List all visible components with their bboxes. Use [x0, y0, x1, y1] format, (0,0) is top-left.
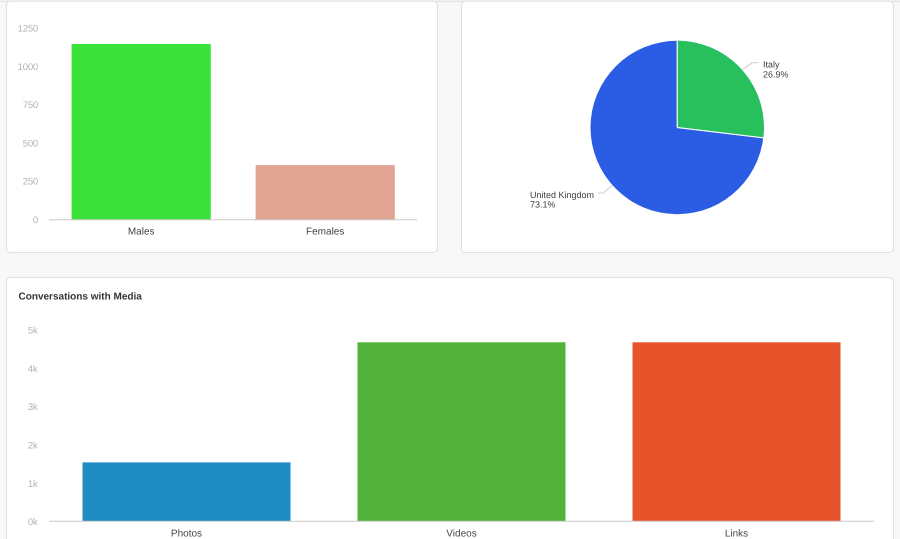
svg-text:5k: 5k	[28, 326, 38, 337]
svg-text:750: 750	[23, 100, 38, 111]
svg-text:Conversations with Media: Conversations with Media	[19, 292, 143, 303]
svg-text:0k: 0k	[28, 517, 38, 528]
svg-text:Links: Links	[725, 528, 748, 539]
svg-text:Males: Males	[128, 227, 155, 238]
svg-text:0: 0	[33, 215, 38, 226]
svg-text:250: 250	[23, 177, 38, 188]
svg-text:Italy: Italy	[763, 60, 780, 70]
svg-text:4k: 4k	[28, 364, 38, 375]
svg-text:Videos: Videos	[446, 528, 476, 539]
svg-text:73.1%: 73.1%	[530, 200, 556, 210]
svg-text:1000: 1000	[18, 62, 38, 73]
svg-text:2k: 2k	[28, 441, 38, 452]
svg-text:Females: Females	[306, 227, 344, 238]
svg-text:500: 500	[23, 138, 38, 149]
svg-text:1k: 1k	[28, 479, 38, 490]
svg-text:1250: 1250	[18, 24, 38, 35]
svg-text:26.9%: 26.9%	[763, 70, 789, 80]
svg-text:United Kingdom: United Kingdom	[530, 190, 594, 200]
svg-text:3k: 3k	[28, 402, 38, 413]
svg-text:Photos: Photos	[171, 528, 202, 539]
